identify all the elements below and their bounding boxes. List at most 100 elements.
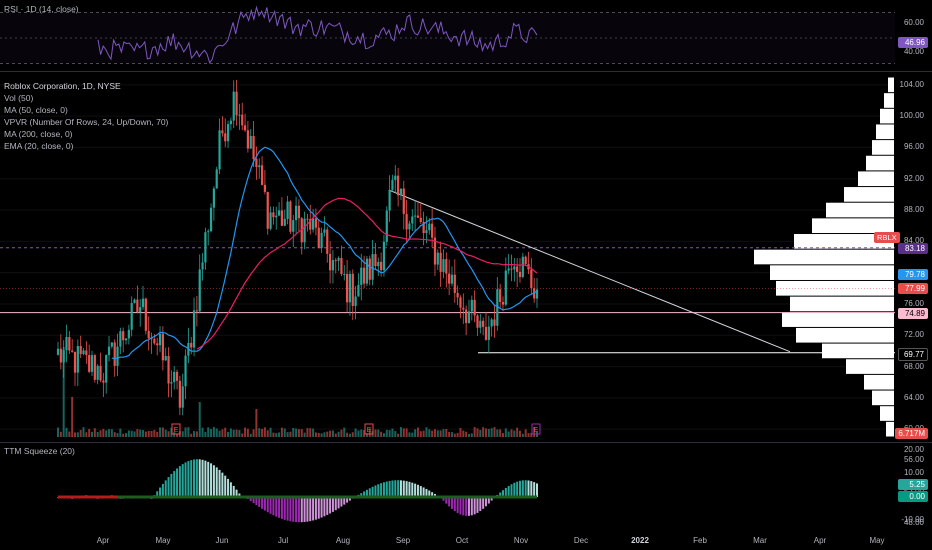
candle-body [71,350,74,352]
volume-bar [533,427,536,437]
candle-body [479,320,482,328]
ttm-histogram-bar [263,497,266,511]
volume-bar [309,428,312,437]
ttm-histogram-bar [371,486,374,497]
candle-body [258,165,261,168]
volume-bar [181,431,184,437]
volume-bar [212,427,215,437]
ttm-pane[interactable]: TTM Squeeze (20) 20.00 10.00 -10.00 5.25… [0,442,932,530]
price-tick: 64.00 [903,392,924,402]
candle-body [323,229,326,233]
legend-volume[interactable]: Vol (50) [4,93,34,103]
legend-ema20[interactable]: EMA (20, close, 0) [4,141,74,151]
ttm-histogram-bar [266,497,269,513]
candle-body [221,130,224,134]
candle-body [436,252,439,265]
pane-separator[interactable] [0,442,932,443]
ttm-histogram-bar [252,497,255,504]
pane-separator[interactable] [0,71,932,72]
volume-bar [215,428,218,437]
ttm-histogram-bar [431,492,434,497]
legend-vpvr[interactable]: VPVR (Number Of Rows, 24, Up/Down, 70) [4,117,169,127]
volume-bar [91,431,94,437]
candle-body [476,315,479,328]
volume-bar [207,427,210,437]
rsi-pane[interactable]: RSI · 1D (14, close) 60.00 40.00 46.96 [0,0,932,72]
ttm-histogram-bar [530,481,533,497]
legend-ma50[interactable]: MA (50, close, 0) [4,105,68,115]
volume-bar [365,433,368,437]
price-tick: 104.00 [899,79,924,89]
candle-body [105,355,108,383]
candle-body [204,232,207,263]
candle-body [127,329,130,339]
indicator-legend: Roblox Corporation, 1D, NYSE Vol (50) MA… [4,80,168,152]
volume-bar [314,432,317,437]
candle-body [99,365,102,381]
ttm-histogram-bar [416,484,419,497]
vpvr-bar [844,187,894,202]
candle-body [337,257,340,261]
ttm-histogram-bar [428,490,431,497]
candle-body [207,231,210,233]
volume-bar [436,430,439,437]
volume-bar [263,427,266,437]
candle-body [442,259,445,272]
volume-bar [391,428,394,437]
volume-bar [442,429,445,437]
time-axis[interactable]: Apr May Jun Jul Aug Sep Oct Nov Dec 2022 Feb Mar Apr… [0,530,932,550]
candle-body [122,331,125,341]
volume-bar [142,429,145,437]
ttm-histogram-bar [363,491,366,497]
time-axis-label: Sep [395,536,411,545]
candle-body [365,258,369,284]
candle-body [277,210,281,216]
candle-body [181,386,184,408]
rsi-tick: 60.00 [903,18,924,27]
candle-body [85,350,88,356]
price-badge: 77.99 [898,283,928,295]
ttm-histogram-bar [156,491,159,497]
volume-bar [416,427,419,437]
candle-body [96,365,99,380]
volume-bar [235,429,238,437]
candle-body [459,297,462,308]
ttm-histogram-bar [224,475,227,497]
ttm-histogram-bar [269,497,272,514]
legend-ma200[interactable]: MA (200, close, 0) [4,129,73,139]
volume-bar [65,427,68,437]
candle-body [445,259,448,274]
candle-body [402,188,405,214]
volume-bar [507,431,510,437]
candle-body [226,124,230,142]
volume-bar [269,427,272,437]
ttm-histogram-bar [297,497,300,523]
symbol-title[interactable]: Roblox Corporation, 1D, NYSE [4,81,121,91]
candle-body [88,355,91,372]
volume-bar [482,427,485,437]
volume-bar [348,433,351,437]
volume-bar [518,430,521,437]
candle-body [294,205,298,221]
ttm-histogram-bar [306,497,309,522]
ttm-histogram-bar [518,480,521,497]
ttm-histogram-bar [490,497,493,501]
candle-body [190,342,193,348]
time-axis-label: Mar [753,536,767,545]
candle-body [201,262,204,270]
volume-bar [445,428,448,437]
candle-body [269,212,272,229]
volume-bar [414,429,417,437]
volume-bar [210,428,213,437]
volume-bar [331,430,334,437]
candle-body [425,230,428,234]
volume-bar [473,427,476,437]
vpvr-bar [826,202,894,218]
price-pane[interactable]: E E E Roblox Corporation, 1D, NYSE Vol (50… [0,72,932,527]
volume-bar [513,430,516,437]
ttm-title: TTM Squeeze (20) [4,446,75,456]
volume-bar [173,432,176,437]
candle-body [510,268,513,270]
volume-bar [272,432,275,437]
volume-bar [320,433,323,437]
